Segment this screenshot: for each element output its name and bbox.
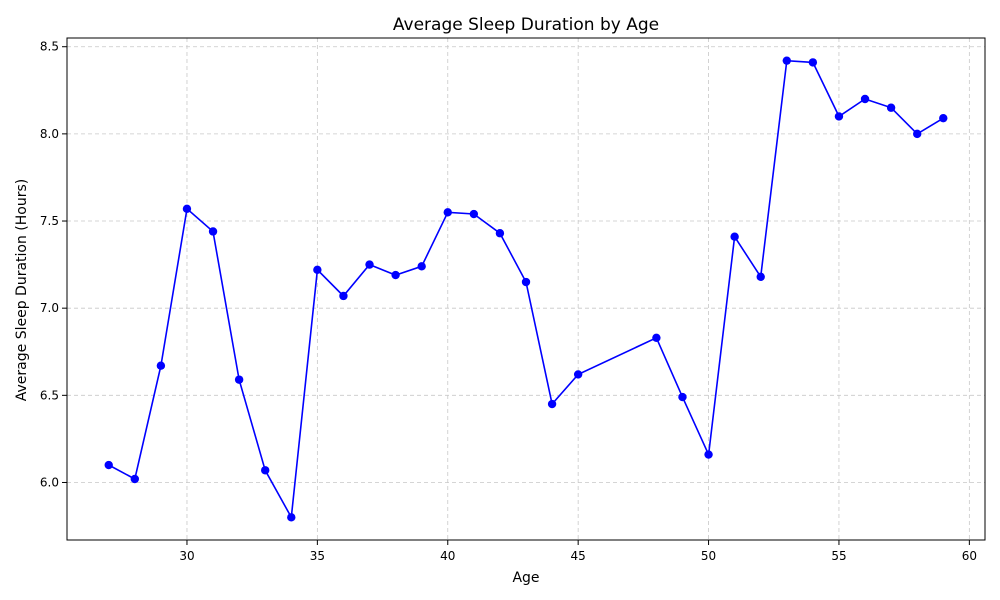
data-point xyxy=(443,208,452,217)
data-point xyxy=(912,129,922,139)
data-point xyxy=(756,272,765,281)
data-point xyxy=(730,232,739,241)
y-tick-label: 8.5 xyxy=(40,40,59,54)
y-axis: 6.0 6.5 7.0 7.5 8.0 8.5 xyxy=(40,40,67,489)
x-tick-label: 40 xyxy=(440,549,455,563)
data-point xyxy=(261,466,270,475)
data-point xyxy=(704,450,713,459)
data-point xyxy=(495,229,505,238)
data-point xyxy=(234,375,244,384)
x-axis: 30 35 40 45 50 55 60 xyxy=(179,540,977,563)
y-tick-label: 7.5 xyxy=(40,214,59,228)
data-point xyxy=(678,392,687,402)
data-point xyxy=(130,474,140,484)
y-tick-label: 6.5 xyxy=(40,388,59,402)
data-point xyxy=(156,361,166,370)
data-point xyxy=(182,204,192,214)
plot-area xyxy=(66,37,986,541)
data-point xyxy=(417,262,426,271)
data-point xyxy=(573,370,583,379)
y-tick-label: 7.0 xyxy=(40,301,59,315)
y-tick-label: 8.0 xyxy=(40,127,59,141)
data-point xyxy=(886,103,896,112)
grid-lines xyxy=(67,38,985,540)
data-point xyxy=(808,58,818,67)
data-point xyxy=(834,112,844,121)
data-point xyxy=(782,56,791,65)
series-layer xyxy=(104,56,948,522)
chart-title: Average Sleep Duration by Age xyxy=(393,15,659,35)
x-tick-label: 45 xyxy=(571,549,586,563)
data-point xyxy=(208,227,218,236)
x-axis-label: Age xyxy=(512,570,539,586)
x-tick-label: 55 xyxy=(831,549,846,563)
series-line xyxy=(108,59,944,520)
data-point xyxy=(547,399,557,409)
data-point xyxy=(652,333,661,343)
y-axis-label: Average Sleep Duration (Hours) xyxy=(14,179,30,401)
data-point xyxy=(104,460,113,470)
data-point xyxy=(860,94,870,104)
data-point xyxy=(939,113,948,123)
data-point xyxy=(521,277,531,287)
data-point xyxy=(365,260,374,269)
x-tick-label: 30 xyxy=(179,549,194,563)
data-point xyxy=(469,209,479,219)
x-tick-label: 60 xyxy=(962,549,977,563)
data-point xyxy=(391,270,400,280)
y-tick-label: 6.0 xyxy=(40,475,59,489)
data-point xyxy=(313,265,322,275)
data-point xyxy=(287,513,296,522)
data-point xyxy=(339,291,348,301)
x-tick-label: 50 xyxy=(701,549,716,563)
x-tick-label: 35 xyxy=(310,549,325,563)
